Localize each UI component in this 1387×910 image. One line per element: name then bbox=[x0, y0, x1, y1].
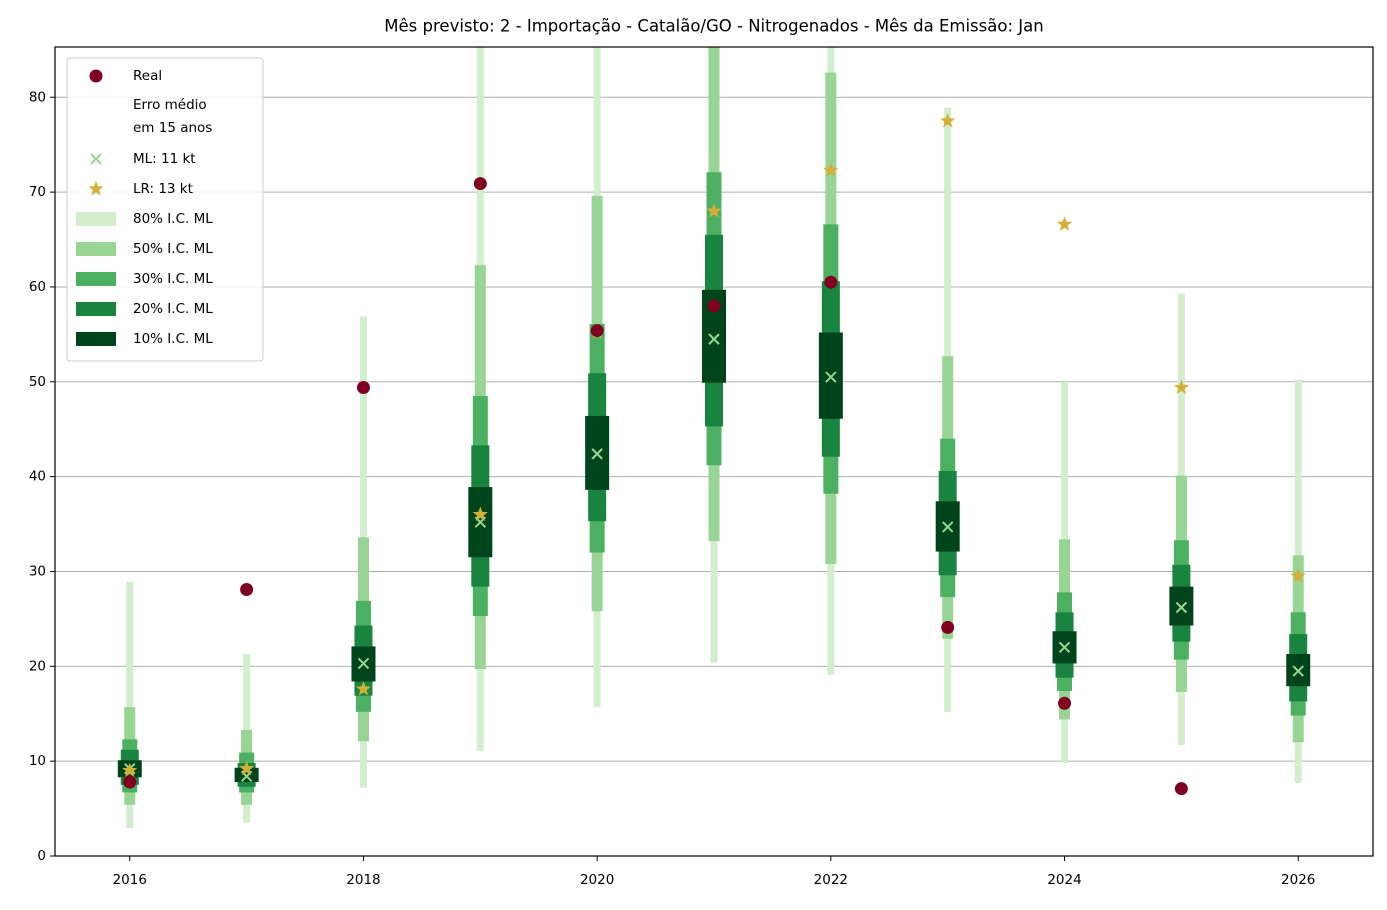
legend-label: Real bbox=[133, 68, 162, 84]
interval-bar bbox=[1169, 586, 1194, 626]
legend-label: 20% I.C. ML bbox=[133, 301, 213, 317]
axes-frame bbox=[54, 46, 1374, 857]
x-tick-label: 2020 bbox=[580, 872, 614, 888]
legend-swatch bbox=[76, 242, 116, 256]
ml-point bbox=[1058, 641, 1071, 654]
legend-label: 10% I.C. ML bbox=[133, 331, 213, 347]
y-tick-label: 80 bbox=[29, 89, 46, 105]
lr-point bbox=[1056, 216, 1073, 231]
legend-label: 30% I.C. ML bbox=[133, 271, 213, 287]
legend-label: LR: 13 kt bbox=[133, 181, 193, 197]
chart-title: Mês previsto: 2 - Importação - Catalão/G… bbox=[384, 17, 1043, 36]
lr-point bbox=[122, 762, 138, 778]
real-point bbox=[473, 177, 487, 191]
axes: 0 10 20 30 40 50 60 70 80 2016 2018 2020 2022 2024 202… bbox=[29, 89, 1316, 888]
ml-point bbox=[90, 153, 102, 165]
ml-point bbox=[1175, 601, 1188, 614]
plot-area bbox=[117, 47, 1311, 829]
real-point bbox=[123, 775, 137, 789]
real-point bbox=[1174, 782, 1188, 796]
legend: Real Erro médio em 15 anos ML: 11 kt LR: 13 … bbox=[66, 57, 264, 362]
ml-point bbox=[591, 448, 603, 460]
x-tick-label: 2018 bbox=[346, 872, 380, 888]
real-point bbox=[941, 620, 955, 634]
interval-bar bbox=[818, 332, 843, 419]
lr-point bbox=[239, 760, 255, 776]
legend-swatch bbox=[76, 332, 116, 346]
legend-swatch bbox=[76, 272, 116, 286]
lr-point bbox=[1290, 568, 1306, 583]
lr-point bbox=[1173, 379, 1189, 394]
legend-note: em 15 anos bbox=[133, 120, 212, 136]
legend-label: 80% I.C. ML bbox=[133, 211, 213, 227]
lr-point bbox=[823, 162, 839, 177]
legend-swatch bbox=[76, 212, 116, 226]
x-tick-label: 2024 bbox=[1047, 872, 1081, 888]
real-point bbox=[1058, 696, 1072, 710]
y-tick-label: 0 bbox=[37, 848, 46, 864]
legend-note: Erro médio bbox=[133, 97, 207, 113]
ml-point bbox=[357, 657, 370, 670]
lr-point bbox=[88, 181, 104, 196]
x-tick-label: 2026 bbox=[1281, 872, 1315, 888]
lr-point bbox=[706, 203, 722, 218]
interval-bar bbox=[126, 581, 134, 829]
lr-point bbox=[472, 506, 488, 522]
real-point bbox=[707, 299, 721, 313]
ml-point bbox=[1292, 665, 1304, 677]
y-tick-label: 10 bbox=[29, 753, 46, 769]
real-point bbox=[356, 380, 370, 394]
lr-point bbox=[940, 112, 956, 128]
y-tick-label: 20 bbox=[29, 658, 46, 674]
x-tick-label: 2022 bbox=[814, 872, 848, 888]
y-tick-label: 60 bbox=[29, 279, 46, 295]
ml-point bbox=[708, 333, 720, 345]
ml-point bbox=[825, 371, 837, 383]
legend-label: 50% I.C. ML bbox=[133, 241, 213, 257]
ml-point bbox=[941, 521, 954, 533]
real-point bbox=[590, 324, 604, 338]
y-tick-label: 50 bbox=[29, 374, 46, 390]
y-tick-label: 70 bbox=[29, 184, 46, 200]
interval-bar bbox=[234, 767, 259, 783]
real-point bbox=[240, 582, 254, 596]
real-point bbox=[89, 69, 103, 83]
legend-swatch bbox=[76, 302, 116, 316]
x-tick-label: 2016 bbox=[113, 872, 147, 888]
lr-point bbox=[355, 681, 372, 696]
real-point bbox=[824, 275, 838, 289]
y-tick-label: 40 bbox=[29, 469, 46, 485]
y-tick-label: 30 bbox=[29, 563, 46, 579]
legend-label: ML: 11 kt bbox=[133, 151, 196, 167]
